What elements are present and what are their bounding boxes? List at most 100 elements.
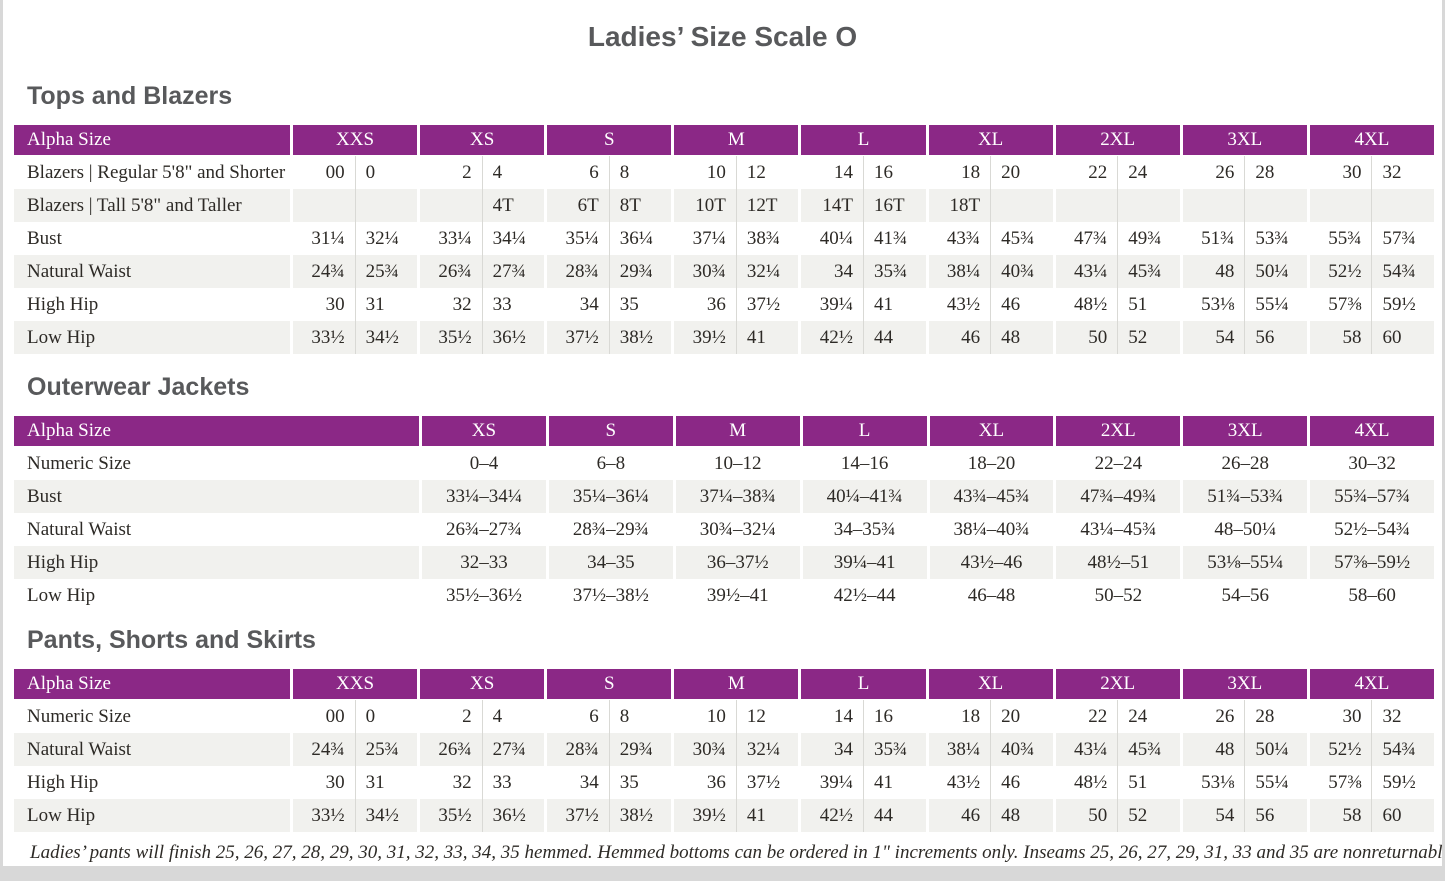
value-cell: 45¾ [990,222,1053,255]
section-heading: Outerwear Jackets [27,373,250,401]
value-pair-cell: 18 20 [928,156,1053,189]
value-cell: 4T [481,189,545,222]
value-cell: 28 [1244,156,1307,189]
value-pair-cell: 48½ 51 [1055,766,1180,799]
value-cell: 59½ [1371,288,1434,321]
value-cell: 6–8 [548,447,673,480]
value-cell: 46 [961,804,981,826]
row-label-cell: Numeric Size [14,700,290,733]
value-cell: 42½ [819,804,853,826]
value-cell: 34 [579,293,599,315]
value-cell: 30 [1342,705,1362,727]
value-cell: 24 [1117,700,1180,733]
value-cell: 26¾–27¾ [422,513,546,546]
value-pair-cell: 30 32 [1309,156,1434,189]
value-cell [420,189,482,222]
value-pair-cell: 42½ 44 [801,799,926,832]
value-cell: 40¾ [990,255,1053,288]
value-cell: 50 [1088,804,1108,826]
column-header-cell: L [802,416,927,446]
value-cell: 46 [990,766,1053,799]
value-cell: 55¼ [1244,766,1307,799]
row-label-cell: High Hip [14,288,290,321]
value-pair-cell: 46 48 [928,799,1053,832]
value-cell: 34–35¾ [802,513,927,546]
value-pair-cell: 22 24 [1055,156,1180,189]
value-pair-cell: 26 28 [1182,700,1307,733]
value-cell: 34 [834,260,853,282]
value-pair-cell: 36 37½ [674,288,799,321]
value-cell: 14–16 [802,447,927,480]
value-pair-cell: 53⅛ 55¼ [1182,288,1307,321]
row-label-cell: Bust [14,222,290,255]
value-cell: 36½ [481,321,545,354]
value-pair-cell: 00 0 [293,156,418,189]
value-cell: 52½–54¾ [1310,513,1434,546]
value-cell: 32 [452,293,472,315]
table-row: Natural Waist 24¾ 25¾ 26¾ 27¾ 28¾ 29¾ 30¾ 32¼ 34 3… [14,255,1434,288]
header-label-cell: Alpha Size [14,125,290,155]
column-header-cell: 4XL [1310,416,1434,446]
value-cell: 52½ [1328,738,1362,760]
column-header-cell: L [801,669,926,699]
value-cell: 30 [325,771,345,793]
value-cell: 50 [1088,326,1108,348]
value-pair-cell: 33½ 34½ [293,799,418,832]
value-pair-cell [293,189,418,222]
value-cell: 36 [706,293,726,315]
value-cell: 43½ [946,771,981,793]
value-cell: 58 [1342,326,1362,348]
value-cell: 50¼ [1244,255,1307,288]
value-cell: 45¾ [1117,255,1180,288]
table-row: Natural Waist 26¾–27¾ 28¾–29¾ 30¾–32¼ 34–35¾… [14,513,1434,546]
column-header-cell: S [548,416,673,446]
value-cell: 54 [1215,804,1235,826]
value-cell: 00 [325,705,345,727]
value-cell: 24¾ [311,738,345,760]
value-cell: 30 [1342,161,1362,183]
value-cell: 32 [452,771,472,793]
value-cell: 37½ [565,326,599,348]
value-pair-cell: 10 12 [674,700,799,733]
table-row: Bust 33¼–34¼ 35¼–36¼ 37¼–38¾ 40¼–41¾ 43¾–45¾ 4… [14,480,1434,513]
value-cell: 10 [706,161,726,183]
value-cell: 27¾ [481,255,545,288]
value-cell: 53¾ [1244,222,1307,255]
value-pair-cell: 53⅛ 55¼ [1182,766,1307,799]
section-heading: Tops and Blazers [27,82,233,110]
value-pair-cell: 55¾ 57¾ [1309,222,1434,255]
size-table: Alpha Size XXS XS S M L XL 2XL 3XL 4XL Numeric Siz… [14,669,1434,832]
value-cell: 22–24 [1056,447,1181,480]
header-label-cell: Alpha Size [14,416,419,446]
value-cell: 54¾ [1371,733,1434,766]
table-row: Bust 31¼ 32¼ 33¼ 34¼ 35¼ 36¼ 37¼ 38¾ 40¼ 41¾ 43¾ 45¾… [14,222,1434,255]
value-cell: 34–35 [548,546,673,579]
value-cell: 39¼ [819,771,853,793]
value-pair-cell: 28¾ 29¾ [547,255,672,288]
value-cell: 28¾ [565,738,599,760]
value-cell: 16T [863,189,926,222]
value-cell: 28¾ [565,260,599,282]
value-cell: 30–32 [1310,447,1434,480]
value-pair-cell: 32 33 [420,288,545,321]
value-pair-cell: 39¼ 41 [801,766,926,799]
value-cell: 37¼–38¾ [675,480,800,513]
value-cell: 57⅜ [1328,293,1362,315]
value-cell: 42½–44 [802,579,927,612]
footnote: Ladies’ pants will finish 25, 26, 27, 28… [30,842,1442,863]
table-row: Blazers | Tall 5'8" and Taller 4T 6T 8T 10T 1… [14,189,1434,222]
value-cell: 57⅜ [1328,771,1362,793]
value-pair-cell: 34 35¾ [801,733,926,766]
value-pair-cell: 57⅜ 59½ [1309,766,1434,799]
value-cell: 40¾ [990,733,1053,766]
value-pair-cell: 43¼ 45¾ [1055,255,1180,288]
value-cell: 48–50¼ [1183,513,1308,546]
value-cell: 58 [1342,804,1362,826]
value-cell: 12 [735,700,799,733]
value-cell: 43¼ [1073,738,1108,760]
value-cell: 30¾ [692,260,726,282]
value-pair-cell: 10T 12T [674,189,799,222]
row-label-cell: Low Hip [14,799,290,832]
value-pair-cell [1309,189,1434,222]
